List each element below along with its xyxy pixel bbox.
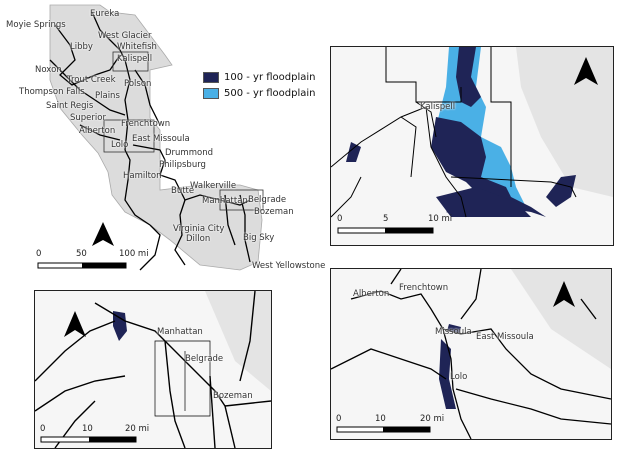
inset-box-kalispell bbox=[112, 51, 149, 72]
north-arrow-icon bbox=[92, 222, 114, 246]
scale-label: 10 bbox=[82, 424, 93, 434]
town-label: Lolo bbox=[450, 372, 468, 382]
kalispell-inset-map: Kalispell 0 5 10 mi bbox=[330, 46, 614, 246]
legend: 100 - yr floodplain 500 - yr floodplain bbox=[203, 69, 316, 101]
scale-label: 10 mi bbox=[428, 214, 453, 224]
town-label: Belgrade bbox=[185, 354, 224, 364]
town-label: Frenchtown bbox=[399, 283, 449, 293]
town-label: Libby bbox=[70, 42, 93, 52]
legend-label: 500 - yr floodplain bbox=[224, 87, 316, 99]
scale-label: 20 mi bbox=[420, 414, 445, 424]
region-outline bbox=[49, 4, 263, 271]
town-label: Philipsburg bbox=[159, 160, 206, 170]
town-label: Thompson Falls bbox=[19, 87, 85, 97]
town-label: Alberton bbox=[79, 126, 116, 136]
town-label: Noxon bbox=[35, 65, 62, 75]
town-label: Drummond bbox=[165, 148, 213, 158]
missoula-inset-map: Alberton Frenchtown Missoula East Missou… bbox=[330, 268, 612, 440]
overview-map-graphic bbox=[37, 4, 264, 271]
town-label: Bozeman bbox=[254, 207, 294, 217]
scale-label: 10 bbox=[375, 414, 386, 424]
scale-label: 0 bbox=[337, 214, 343, 224]
legend-swatch bbox=[203, 71, 219, 83]
town-label: Moyie Springs bbox=[6, 20, 66, 30]
town-label: Whitefish bbox=[117, 42, 157, 52]
north-arrow-icon bbox=[64, 311, 86, 337]
town-label: Superior bbox=[70, 113, 106, 123]
town-label: Bozeman bbox=[213, 391, 253, 401]
town-label: Saint Regis bbox=[46, 101, 94, 111]
town-label: Virginia City bbox=[173, 224, 225, 234]
scale-label: 100 mi bbox=[119, 249, 149, 259]
scale-label: 20 mi bbox=[125, 424, 150, 434]
north-arrow-icon bbox=[553, 281, 575, 307]
overview-map: Eureka Moyie Springs West Glacier Libby … bbox=[0, 0, 330, 280]
scale-label: 0 bbox=[40, 424, 46, 434]
town-label: East Missoula bbox=[476, 332, 534, 342]
town-label: Kalispell bbox=[117, 54, 153, 64]
scale-label: 0 bbox=[336, 414, 342, 424]
town-label: Trout Creek bbox=[67, 75, 116, 85]
legend-swatch bbox=[203, 87, 219, 99]
scale-label: 5 bbox=[383, 214, 389, 224]
town-label: Missoula bbox=[435, 327, 472, 337]
north-arrow-icon bbox=[574, 57, 598, 85]
town-label: Frenchtown bbox=[121, 119, 171, 129]
scale-label: 50 bbox=[76, 249, 87, 259]
legend-item-100yr: 100 - yr floodplain bbox=[203, 69, 316, 85]
town-label: West Glacier bbox=[98, 31, 152, 41]
missoula-map-graphic bbox=[331, 269, 611, 439]
town-label: Alberton bbox=[353, 289, 390, 299]
inset-box-missoula bbox=[103, 119, 155, 153]
town-label: Walkerville bbox=[190, 181, 237, 191]
bozeman-map-graphic bbox=[35, 291, 271, 448]
kalispell-map-graphic bbox=[331, 47, 613, 245]
town-label: Manhattan bbox=[202, 196, 248, 206]
legend-item-500yr: 500 - yr floodplain bbox=[203, 85, 316, 101]
town-label: Plains bbox=[95, 91, 120, 101]
town-label: Lolo bbox=[111, 140, 129, 150]
town-label: Manhattan bbox=[157, 327, 203, 337]
town-label: West Yellowstone bbox=[252, 261, 326, 271]
town-label: Polson bbox=[124, 79, 152, 89]
legend-label: 100 - yr floodplain bbox=[224, 71, 316, 83]
town-label: Eureka bbox=[90, 9, 120, 19]
town-label: Hamilton bbox=[123, 171, 162, 181]
inset-box-bozeman bbox=[219, 189, 264, 211]
town-label: Dillon bbox=[186, 234, 211, 244]
town-label: Butte bbox=[171, 186, 195, 196]
town-label: East Missoula bbox=[132, 134, 190, 144]
scale-label: 0 bbox=[36, 249, 42, 259]
town-label: Big Sky bbox=[243, 233, 275, 243]
bozeman-inset-map: Manhattan Belgrade Bozeman 0 10 20 mi bbox=[34, 290, 272, 449]
town-label: Belgrade bbox=[248, 195, 287, 205]
town-label: Kalispell bbox=[420, 102, 456, 112]
